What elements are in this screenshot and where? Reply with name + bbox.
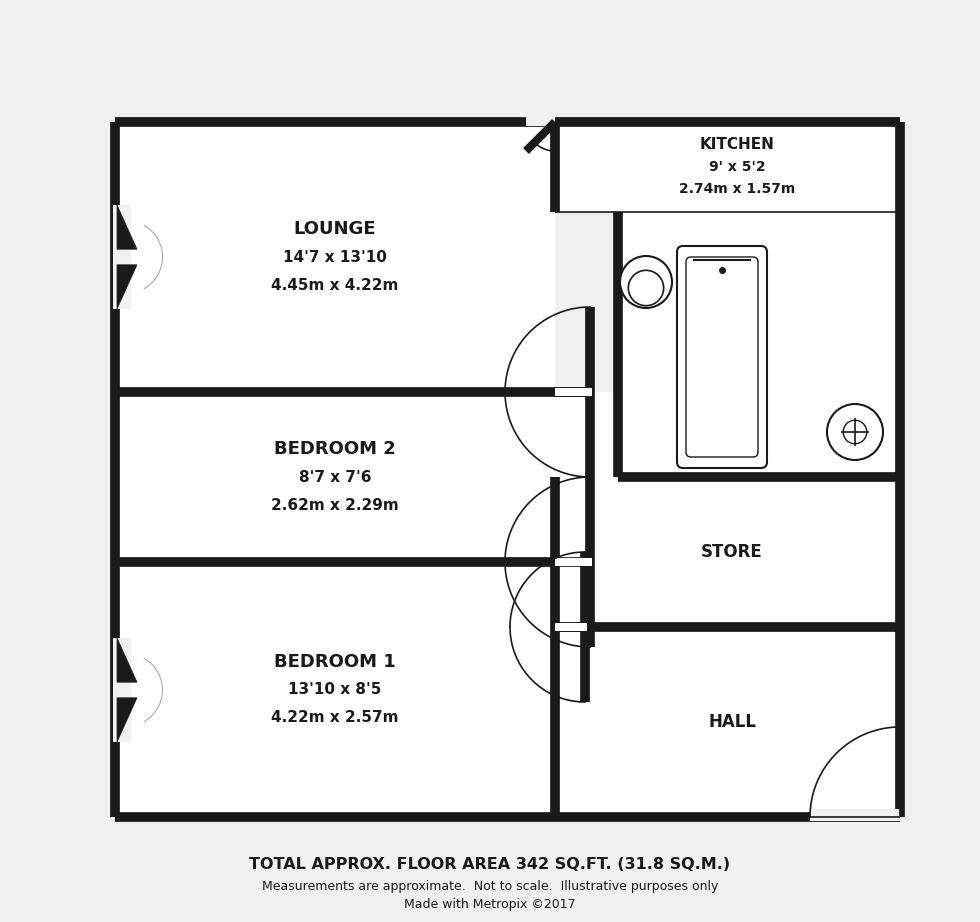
Polygon shape xyxy=(117,265,137,309)
Bar xyxy=(526,114,555,126)
Text: STORE: STORE xyxy=(701,543,762,561)
Bar xyxy=(555,388,592,396)
Text: LOUNGE: LOUNGE xyxy=(294,220,376,238)
Circle shape xyxy=(620,256,672,308)
Bar xyxy=(618,212,900,477)
Bar xyxy=(555,392,618,477)
Text: 14'7 x 13'10: 14'7 x 13'10 xyxy=(283,250,387,265)
Polygon shape xyxy=(117,638,137,682)
FancyBboxPatch shape xyxy=(686,257,758,457)
Text: 4.45m x 4.22m: 4.45m x 4.22m xyxy=(271,278,399,292)
Bar xyxy=(555,558,592,566)
Text: BEDROOM 2: BEDROOM 2 xyxy=(274,440,396,458)
Text: 8'7 x 7'6: 8'7 x 7'6 xyxy=(299,469,371,484)
Bar xyxy=(113,638,131,742)
Bar xyxy=(555,122,900,212)
Circle shape xyxy=(628,270,663,306)
Text: 4.22m x 2.57m: 4.22m x 2.57m xyxy=(271,711,399,726)
Text: 13'10 x 8'5: 13'10 x 8'5 xyxy=(288,682,381,698)
Text: Measurements are approximate.  Not to scale.  Illustrative purposes only: Measurements are approximate. Not to sca… xyxy=(262,880,718,892)
Text: BEDROOM 1: BEDROOM 1 xyxy=(274,653,396,671)
Text: HALL: HALL xyxy=(708,713,756,731)
Bar xyxy=(555,627,900,817)
Text: Made with Metropix ©2017: Made with Metropix ©2017 xyxy=(404,897,576,911)
Circle shape xyxy=(843,420,866,443)
Text: 9' x 5'2: 9' x 5'2 xyxy=(709,160,765,174)
Text: KITCHEN: KITCHEN xyxy=(700,137,774,152)
Text: TOTAL APPROX. FLOOR AREA 342 SQ.FT. (31.8 SQ.M.): TOTAL APPROX. FLOOR AREA 342 SQ.FT. (31.… xyxy=(250,857,730,871)
FancyBboxPatch shape xyxy=(677,246,767,468)
Bar xyxy=(113,205,131,309)
Bar xyxy=(115,122,555,392)
Bar xyxy=(115,392,555,562)
Text: 2.62m x 2.29m: 2.62m x 2.29m xyxy=(271,498,399,513)
Polygon shape xyxy=(117,698,137,742)
Bar xyxy=(115,562,555,817)
Polygon shape xyxy=(117,205,137,249)
Bar xyxy=(555,623,587,631)
Circle shape xyxy=(827,404,883,460)
Bar xyxy=(555,477,900,627)
Text: 2.74m x 1.57m: 2.74m x 1.57m xyxy=(679,182,795,196)
Bar xyxy=(810,809,900,821)
